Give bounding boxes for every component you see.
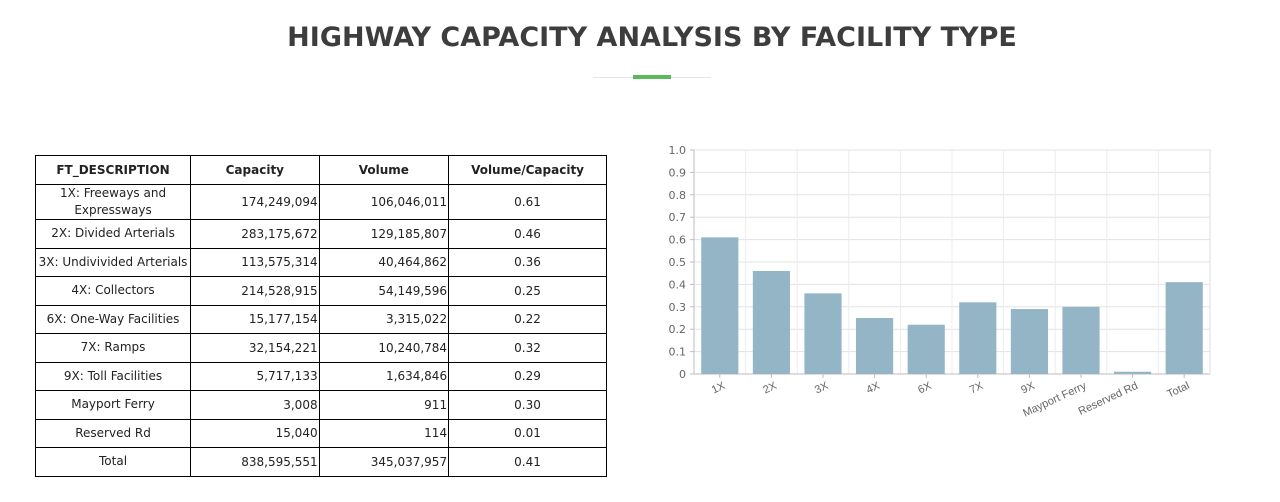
header-volume: Volume: [318, 155, 450, 185]
capacity-table: FT_DESCRIPTION Capacity Volume Volume/Ca…: [34, 155, 607, 477]
cell-volume: 106,046,011: [318, 184, 450, 220]
vc-bar-chart: 0 0.1 0.2 0.3 0.4 0.5 0.6 0.7 0.8 0.9 1.0 1X 2X 3X 4X 6…: [669, 144, 1211, 420]
cell-description: 1X: Freeways and Expressways: [34, 184, 192, 220]
cell-description: Total: [34, 447, 192, 477]
x-tick-label: 2X: [761, 380, 779, 397]
bar: [752, 270, 790, 374]
table-row: 3X: Undivivided Arterials 113,575,314 40…: [34, 247, 607, 277]
table-row: 1X: Freeways and Expressways 174,249,094…: [34, 184, 607, 220]
x-tick-label: 4X: [865, 380, 883, 397]
y-tick-label: 0.6: [669, 234, 687, 247]
cell-volume: 10,240,784: [318, 333, 450, 363]
bar: [1165, 282, 1203, 374]
cell-capacity: 15,177,154: [190, 304, 320, 334]
bar: [1114, 371, 1152, 374]
cell-vc-ratio: 0.36: [448, 247, 607, 277]
cell-capacity: 283,175,672: [190, 219, 320, 249]
y-tick-label: 0.9: [669, 166, 687, 179]
cell-description: 7X: Ramps: [34, 333, 192, 363]
cell-description: 2X: Divided Arterials: [34, 219, 192, 249]
cell-vc-ratio: 0.46: [448, 219, 607, 249]
table-header-row: FT_DESCRIPTION Capacity Volume Volume/Ca…: [34, 155, 607, 185]
title-divider-accent: [633, 75, 671, 79]
table-row: Reserved Rd 15,040 114 0.01: [34, 418, 607, 448]
header-capacity: Capacity: [190, 155, 320, 185]
y-tick-label: 0.2: [669, 323, 687, 336]
table-row: Total 838,595,551 345,037,957 0.41: [34, 447, 607, 477]
cell-vc-ratio: 0.22: [448, 304, 607, 334]
y-tick-label: 0.3: [669, 301, 687, 314]
table-row: 4X: Collectors 214,528,915 54,149,596 0.…: [34, 276, 607, 306]
cell-vc-ratio: 0.61: [448, 184, 607, 220]
cell-vc-ratio: 0.29: [448, 361, 607, 391]
table-row: 2X: Divided Arterials 283,175,672 129,18…: [34, 219, 607, 249]
cell-description: 3X: Undivivided Arterials: [34, 247, 192, 277]
cell-vc-ratio: 0.32: [448, 333, 607, 363]
cell-vc-ratio: 0.30: [448, 390, 607, 420]
cell-description: 6X: One-Way Facilities: [34, 304, 192, 334]
y-tick-label: 0.1: [669, 346, 687, 359]
cell-capacity: 3,008: [190, 390, 320, 420]
cell-capacity: 32,154,221: [190, 333, 320, 363]
cell-capacity: 174,249,094: [190, 184, 320, 220]
bar: [1010, 309, 1048, 374]
table-row: 7X: Ramps 32,154,221 10,240,784 0.32: [34, 333, 607, 363]
bar: [907, 324, 945, 374]
bar: [1062, 306, 1100, 374]
cell-vc-ratio: 0.25: [448, 276, 607, 306]
header-volume-capacity: Volume/Capacity: [448, 155, 607, 185]
y-tick-label: 0.7: [669, 211, 687, 224]
cell-capacity: 15,040: [190, 418, 320, 448]
cell-description: 4X: Collectors: [34, 276, 192, 306]
x-tick-label: 6X: [916, 380, 934, 397]
cell-volume: 54,149,596: [318, 276, 450, 306]
x-tick-label: 3X: [813, 380, 831, 397]
bar: [804, 293, 842, 374]
cell-volume: 129,185,807: [318, 219, 450, 249]
x-tick-label: 9X: [1019, 380, 1037, 397]
y-tick-label: 0: [679, 368, 686, 381]
cell-description: 9X: Toll Facilities: [34, 361, 192, 391]
x-tick-label: Total: [1165, 380, 1191, 401]
cell-volume: 3,315,022: [318, 304, 450, 334]
cell-vc-ratio: 0.01: [448, 418, 607, 448]
cell-volume: 911: [318, 390, 450, 420]
cell-capacity: 5,717,133: [190, 361, 320, 391]
table-row: Mayport Ferry 3,008 911 0.30: [34, 390, 607, 420]
x-tick-label: Reserved Rd: [1077, 380, 1140, 418]
cell-capacity: 838,595,551: [190, 447, 320, 477]
x-tick-label: 1X: [710, 380, 728, 397]
cell-capacity: 113,575,314: [190, 247, 320, 277]
table-row: 9X: Toll Facilities 5,717,133 1,634,846 …: [34, 361, 607, 391]
y-tick-label: 0.4: [669, 278, 687, 291]
cell-volume: 1,634,846: [318, 361, 450, 391]
cell-volume: 40,464,862: [318, 247, 450, 277]
cell-volume: 114: [318, 418, 450, 448]
y-tick-label: 0.8: [669, 189, 687, 202]
cell-description: Reserved Rd: [34, 418, 192, 448]
page-title: HIGHWAY CAPACITY ANALYSIS BY FACILITY TY…: [287, 22, 1017, 53]
bar: [701, 237, 739, 374]
table-row: 6X: One-Way Facilities 15,177,154 3,315,…: [34, 304, 607, 334]
bar: [959, 302, 997, 374]
cell-capacity: 214,528,915: [190, 276, 320, 306]
cell-vc-ratio: 0.41: [448, 447, 607, 477]
x-tick-label: 7X: [968, 380, 986, 397]
y-tick-label: 1.0: [669, 144, 687, 157]
cell-volume: 345,037,957: [318, 447, 450, 477]
y-tick-label: 0.5: [669, 256, 687, 269]
bar: [856, 318, 894, 374]
cell-description: Mayport Ferry: [34, 390, 192, 420]
header-ft-description: FT_DESCRIPTION: [34, 155, 192, 185]
